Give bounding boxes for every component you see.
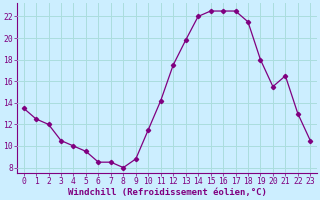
X-axis label: Windchill (Refroidissement éolien,°C): Windchill (Refroidissement éolien,°C)	[68, 188, 266, 197]
